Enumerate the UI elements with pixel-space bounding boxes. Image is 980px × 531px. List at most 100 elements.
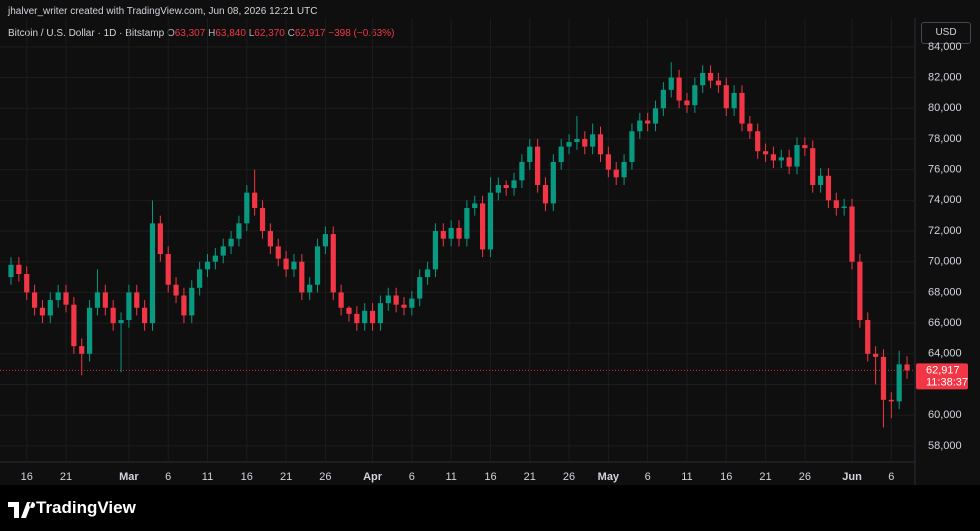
candle-body	[786, 157, 792, 167]
candle-body	[645, 120, 651, 124]
x-tick-label: 16	[241, 471, 253, 483]
x-tick-label: 6	[409, 471, 415, 483]
candle-body	[212, 255, 218, 262]
candle-body	[692, 85, 698, 106]
candle-body	[71, 304, 77, 347]
candle-body	[582, 138, 588, 147]
candle-body	[157, 223, 163, 255]
candle-body	[770, 154, 777, 161]
candle-body	[39, 307, 46, 316]
x-tick-label: Jun	[842, 471, 862, 483]
candle-body	[126, 292, 132, 321]
candle-body	[307, 284, 313, 293]
candle-body	[24, 273, 30, 293]
candle-body	[322, 234, 328, 247]
x-tick-label: 26	[319, 471, 331, 483]
candle-body	[747, 123, 753, 132]
candle-body	[668, 77, 674, 90]
candle-body	[817, 175, 824, 185]
candle-body	[535, 146, 541, 185]
candle-body	[755, 131, 761, 152]
candle-body	[409, 298, 415, 308]
y-tick-label: 80,000	[928, 102, 962, 114]
candle-body	[550, 161, 556, 204]
candle-body	[31, 292, 38, 308]
last-price-label: 62,917	[926, 364, 960, 376]
candle-body	[362, 310, 368, 324]
candle-body	[189, 287, 195, 316]
y-tick-label: 70,000	[928, 256, 962, 268]
candle-body	[857, 261, 863, 321]
ohlc: O63,307 H63,840 L62,370 C62,917	[167, 28, 328, 39]
y-tick-label: 64,000	[928, 348, 962, 360]
x-tick-label: 21	[759, 471, 771, 483]
ohlc-key: L	[248, 28, 255, 39]
candle-body	[118, 320, 124, 324]
currency-button[interactable]: USD	[921, 22, 971, 44]
candle-body	[762, 151, 769, 155]
y-tick-label: 60,000	[928, 409, 962, 421]
candle-body	[723, 85, 729, 109]
candle-body	[873, 353, 879, 357]
candle-body	[597, 134, 604, 155]
last-price-box	[916, 363, 968, 390]
ohlc-value: 62,917	[294, 28, 326, 39]
y-tick-label: 74,000	[928, 194, 962, 206]
candle-body	[252, 192, 258, 209]
candle-body	[369, 310, 376, 324]
candle-body	[417, 277, 423, 299]
x-tick-label: 6	[888, 471, 894, 483]
ohlc-key: H	[208, 28, 216, 39]
candle-body	[142, 307, 148, 324]
x-tick-label: May	[598, 471, 620, 483]
y-tick-label: 58,000	[928, 440, 962, 452]
candle-body	[841, 206, 847, 209]
candle-body	[660, 89, 666, 109]
brand: TradingView	[36, 498, 136, 517]
candle-body	[495, 184, 501, 193]
candle-body	[778, 157, 784, 161]
candle-body	[87, 307, 93, 354]
candle-body	[8, 264, 14, 278]
candle-body	[401, 304, 407, 308]
x-tick-label: 26	[799, 471, 811, 483]
candle-body	[432, 231, 439, 270]
candle-body	[197, 269, 203, 288]
candle-body	[291, 261, 297, 270]
candle-body	[448, 227, 454, 239]
y-tick-label: 84,000	[928, 41, 962, 53]
candle-body	[566, 142, 572, 147]
candle-body	[314, 246, 321, 285]
candle-body	[590, 134, 596, 147]
candle-body	[102, 292, 108, 308]
candle-body	[880, 356, 887, 400]
candle-body	[220, 246, 226, 256]
candle-body	[299, 261, 305, 293]
candle-body	[393, 295, 399, 305]
ohlc-key: O	[166, 28, 175, 39]
candle-body	[637, 120, 643, 132]
candle-body	[904, 364, 910, 371]
candle-body	[110, 307, 116, 324]
candle-body	[165, 254, 171, 285]
candle-body	[519, 161, 525, 181]
y-tick-label: 82,000	[928, 71, 962, 83]
candle-body	[16, 264, 22, 274]
candle-body	[267, 231, 273, 247]
candle-body	[377, 303, 384, 324]
candle-body	[472, 203, 478, 209]
candle-body	[275, 246, 281, 259]
candle-body	[802, 145, 808, 149]
candle-body	[424, 269, 431, 278]
y-tick-label: 76,000	[928, 164, 962, 176]
candle-body	[346, 307, 352, 314]
candle-body	[896, 364, 902, 402]
candle-body	[833, 200, 839, 209]
y-tick-label: 78,000	[928, 133, 962, 145]
candle-body	[228, 238, 234, 247]
ohlc-value: 62,370	[254, 28, 285, 39]
x-tick-label: 6	[645, 471, 651, 483]
footer: TradingView	[0, 485, 980, 531]
x-tick-label: 16	[720, 471, 732, 483]
candle-body	[487, 192, 494, 250]
